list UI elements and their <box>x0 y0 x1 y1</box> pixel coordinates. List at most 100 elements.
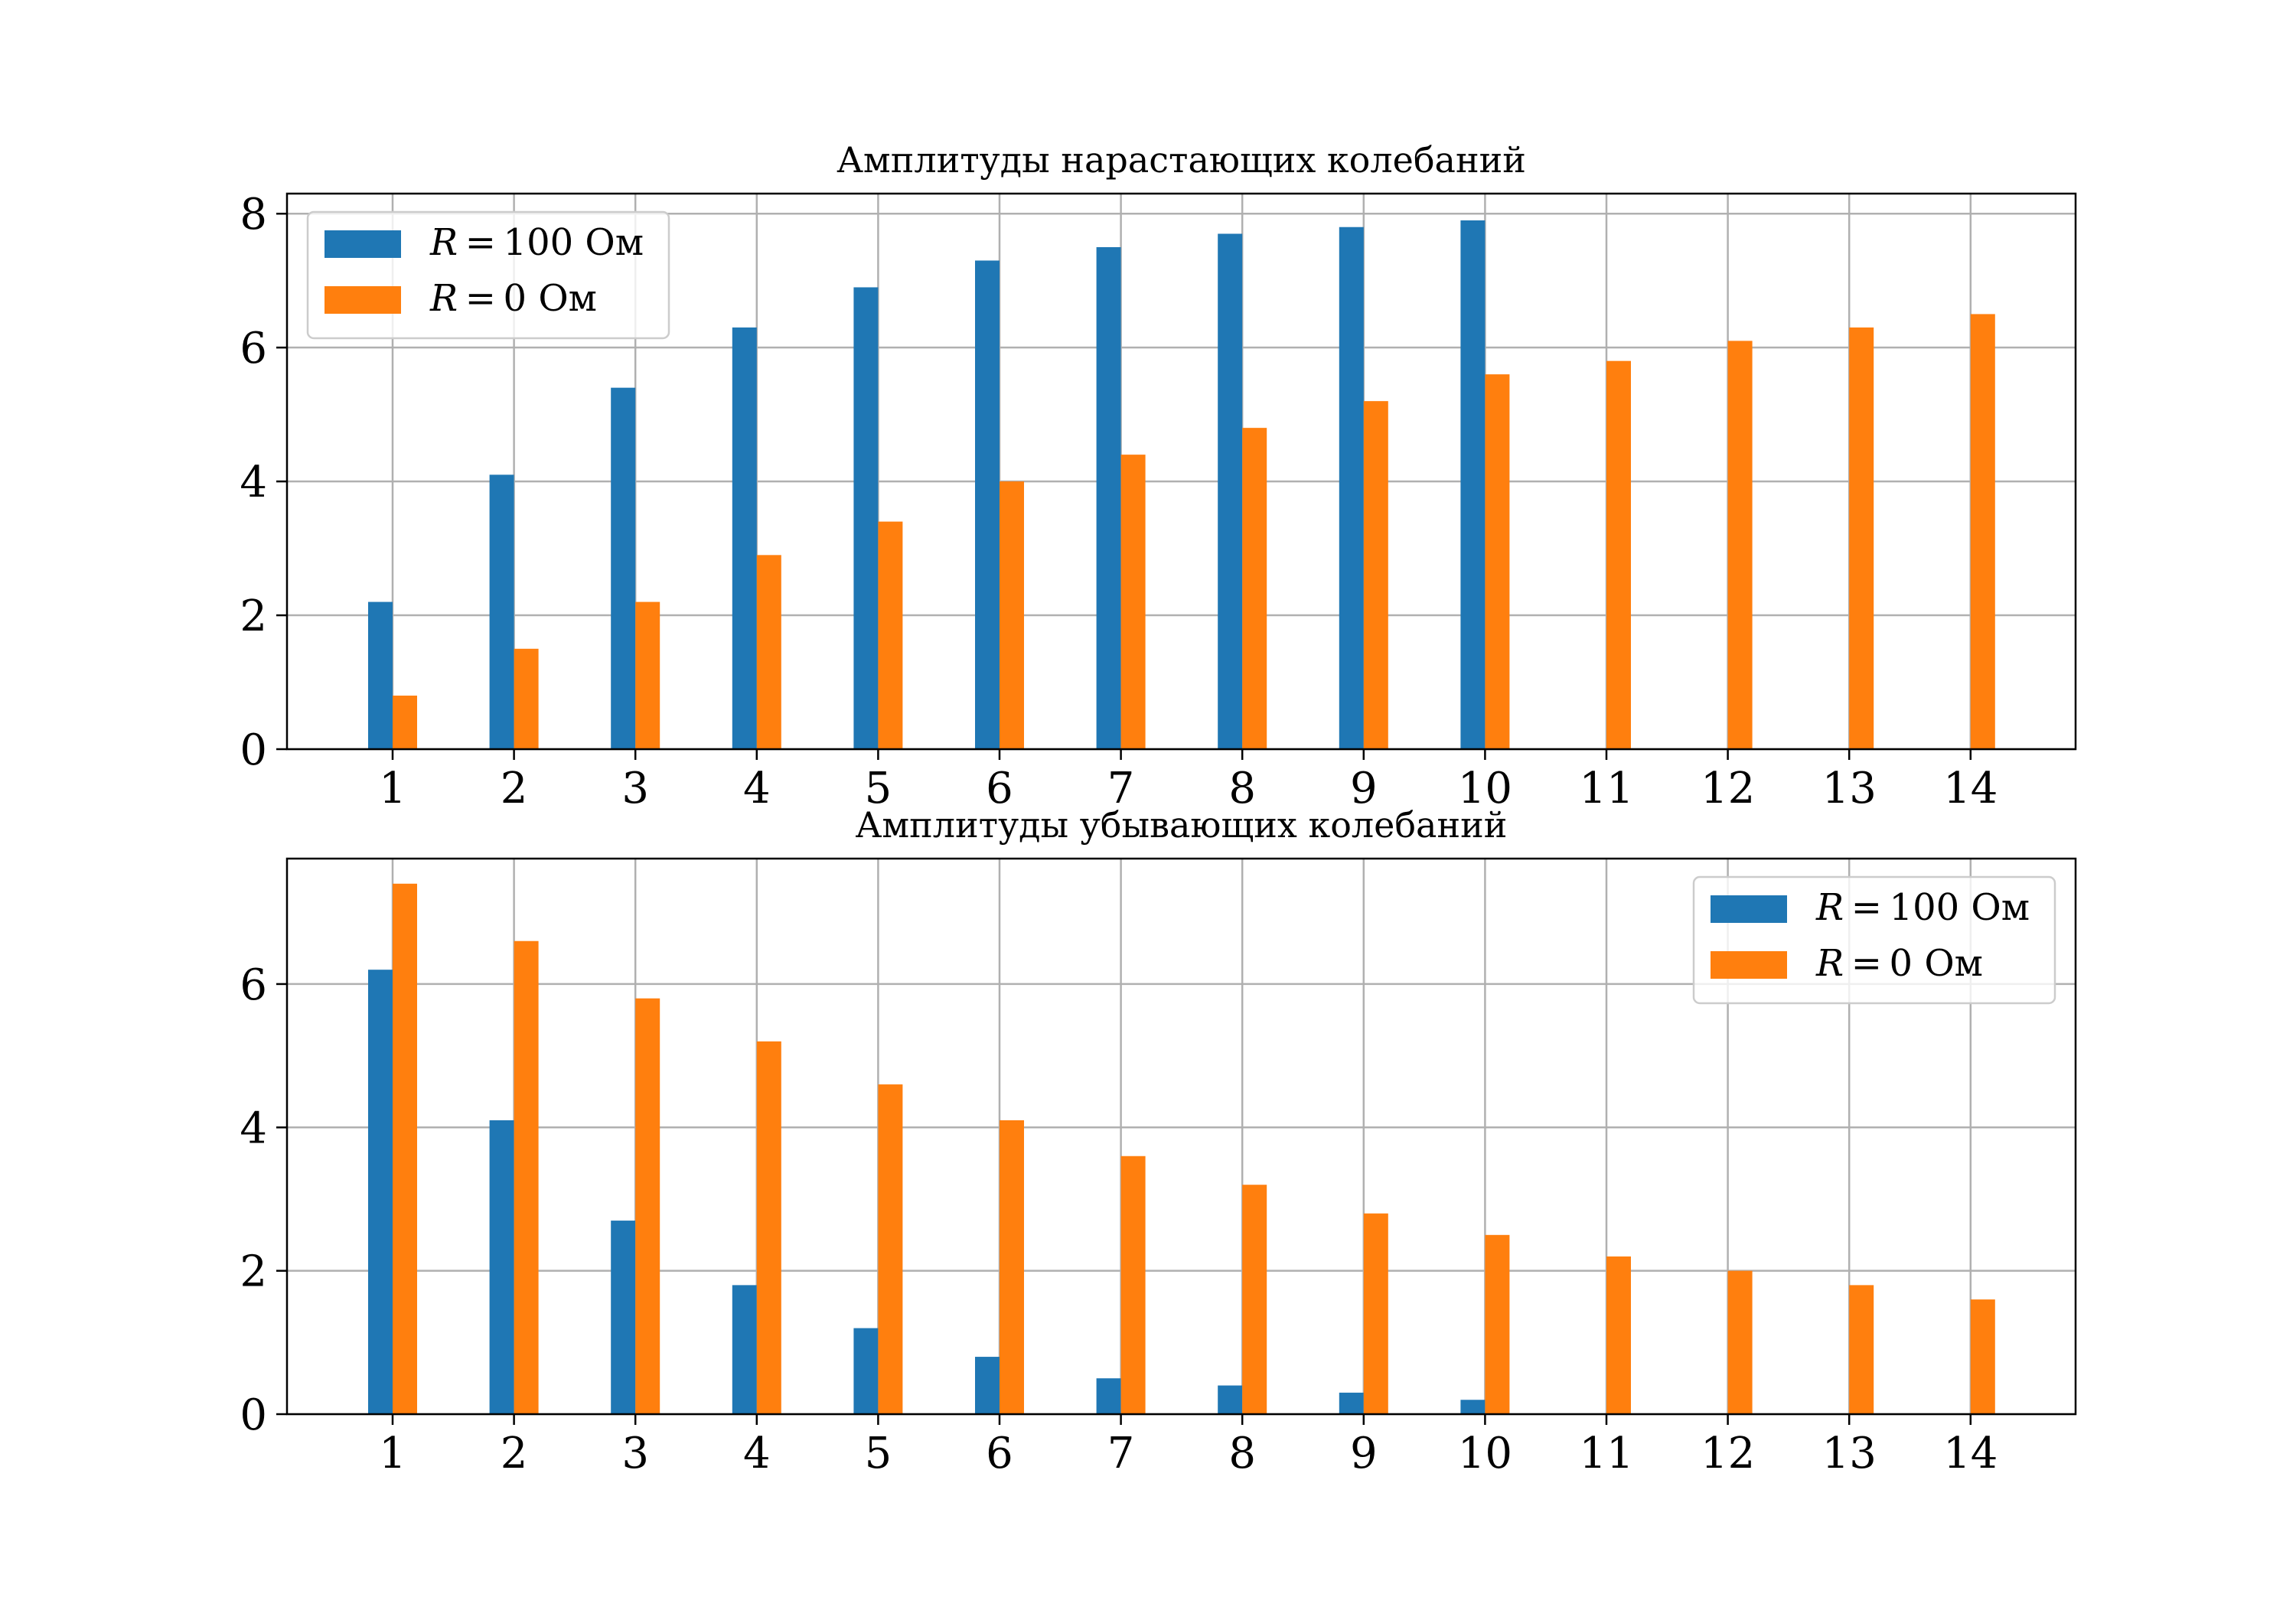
bar-r0-12 <box>1727 1270 1753 1414</box>
legend-label-r0: R = 0 Ом <box>1815 942 1983 985</box>
legend: R = 100 Ом R = 0 Ом <box>1692 875 2056 1005</box>
bar-r0-3 <box>635 601 660 749</box>
bar-r100-9 <box>1339 1392 1364 1414</box>
legend: R = 100 Ом R = 0 Ом <box>306 210 670 340</box>
bar-r100-3 <box>611 387 636 749</box>
x-tick-label: 2 <box>501 764 528 813</box>
x-tick-label: 7 <box>1107 764 1135 813</box>
x-tick-label: 5 <box>865 1429 892 1478</box>
bar-r0-4 <box>756 555 781 749</box>
bar-r0-14 <box>1970 1299 1995 1414</box>
x-tick-label: 14 <box>1943 764 1998 813</box>
y-tick-label: 8 <box>240 190 267 240</box>
bar-r0-1 <box>393 883 417 1414</box>
bar-r0-8 <box>1242 428 1267 749</box>
y-tick-label: 4 <box>240 458 267 507</box>
x-tick-label: 9 <box>1350 764 1378 813</box>
bar-r0-12 <box>1727 341 1753 750</box>
bar-r0-2 <box>514 940 539 1414</box>
bar-r0-3 <box>635 998 660 1414</box>
x-tick-label: 5 <box>865 764 892 813</box>
bar-r0-10 <box>1485 1234 1510 1414</box>
bar-r100-10 <box>1460 220 1486 750</box>
x-tick-label: 1 <box>379 764 406 813</box>
axes-frame <box>285 192 2077 751</box>
legend-swatch-r100 <box>325 230 401 258</box>
y-tick-label: 2 <box>240 1247 267 1297</box>
bar-r0-1 <box>393 696 417 749</box>
bar-r100-2 <box>489 1120 514 1414</box>
x-tick-label: 8 <box>1228 764 1256 813</box>
x-tick-label: 11 <box>1579 1429 1633 1478</box>
bar-r0-7 <box>1120 1156 1146 1414</box>
bar-r100-1 <box>368 970 393 1414</box>
axes-frame <box>285 857 2077 1416</box>
bar-r0-6 <box>1000 481 1024 749</box>
bar-r100-5 <box>853 1328 879 1414</box>
x-tick-label: 10 <box>1458 1429 1512 1478</box>
bar-r0-4 <box>756 1041 781 1414</box>
x-tick-label: 11 <box>1579 764 1633 813</box>
x-tick-label: 4 <box>743 764 771 813</box>
legend-label-r100: R = 100 Ом <box>1815 886 2030 929</box>
bar-r100-10 <box>1460 1400 1486 1414</box>
x-tick-label: 12 <box>1701 1429 1755 1478</box>
chart-title: Амплитуды нарастающих колебаний <box>837 139 1526 181</box>
bar-r0-2 <box>514 648 539 749</box>
bar-r100-4 <box>732 1285 757 1414</box>
y-tick-label: 0 <box>240 725 267 775</box>
bar-r100-8 <box>1218 233 1243 749</box>
bar-r100-7 <box>1096 1378 1121 1414</box>
x-tick-label: 13 <box>1822 1429 1877 1478</box>
legend-label-r0: R = 0 Ом <box>429 277 597 320</box>
bar-r0-11 <box>1606 1256 1631 1414</box>
bar-r0-8 <box>1242 1185 1267 1414</box>
bar-r100-2 <box>489 474 514 749</box>
legend-label-r100: R = 100 Ом <box>429 221 644 264</box>
bar-r100-6 <box>975 260 1000 750</box>
x-tick-label: 3 <box>621 1429 649 1478</box>
x-tick-label: 2 <box>501 1429 528 1478</box>
x-tick-label: 9 <box>1350 1429 1378 1478</box>
x-tick-label: 12 <box>1701 764 1755 813</box>
bar-r0-9 <box>1363 401 1388 749</box>
bar-r0-6 <box>1000 1120 1024 1414</box>
bar-r0-5 <box>878 521 903 749</box>
x-tick-label: 1 <box>379 1429 406 1478</box>
bar-r0-5 <box>878 1084 903 1414</box>
x-tick-label: 14 <box>1943 1429 1998 1478</box>
x-tick-label: 10 <box>1458 764 1512 813</box>
legend-swatch-r0 <box>325 286 401 314</box>
y-tick-label: 2 <box>240 592 267 641</box>
bar-r0-11 <box>1606 360 1631 749</box>
bar-r100-5 <box>853 287 879 749</box>
bar-r100-8 <box>1218 1385 1243 1414</box>
bar-r100-6 <box>975 1357 1000 1414</box>
bar-r0-14 <box>1970 314 1995 749</box>
x-tick-label: 3 <box>621 764 649 813</box>
y-tick-label: 4 <box>240 1103 267 1153</box>
x-tick-label: 6 <box>986 1429 1013 1478</box>
x-tick-label: 7 <box>1107 1429 1135 1478</box>
bar-r0-7 <box>1120 455 1146 749</box>
y-tick-label: 0 <box>240 1390 267 1440</box>
bar-r100-3 <box>611 1221 636 1414</box>
y-tick-label: 6 <box>240 960 267 1010</box>
bar-r100-1 <box>368 601 393 749</box>
x-tick-label: 6 <box>986 764 1013 813</box>
legend-swatch-r0 <box>1711 951 1787 979</box>
chart-title: Амплитуды убывающих колебаний <box>856 804 1508 846</box>
bar-r0-13 <box>1849 1285 1874 1414</box>
x-tick-label: 13 <box>1822 764 1877 813</box>
x-tick-label: 4 <box>743 1429 771 1478</box>
bar-r0-10 <box>1485 374 1510 749</box>
bar-r100-9 <box>1339 227 1364 749</box>
x-tick-label: 8 <box>1228 1429 1256 1478</box>
bar-r100-4 <box>732 327 757 749</box>
bar-r0-9 <box>1363 1213 1388 1414</box>
bar-r0-13 <box>1849 327 1874 749</box>
bar-r100-7 <box>1096 246 1121 749</box>
